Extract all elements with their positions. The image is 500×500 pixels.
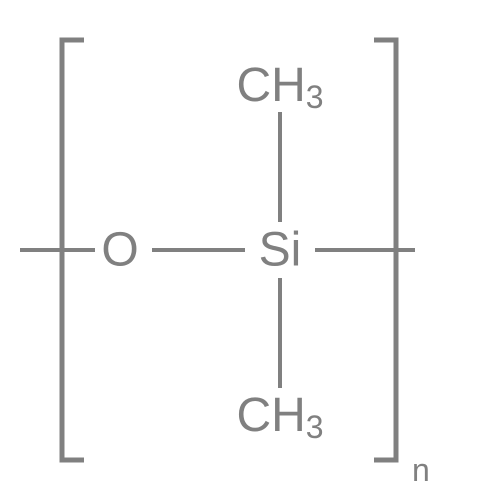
atom-silicon: Si <box>259 224 302 277</box>
atom-methyl-bottom: CH3 <box>236 389 323 446</box>
chemical-structure-diagram: O Si CH3 CH3 n <box>0 0 500 500</box>
atom-methyl-top: CH3 <box>236 59 323 116</box>
atom-oxygen: O <box>101 224 138 277</box>
polymer-subscript-n: n <box>412 452 430 488</box>
